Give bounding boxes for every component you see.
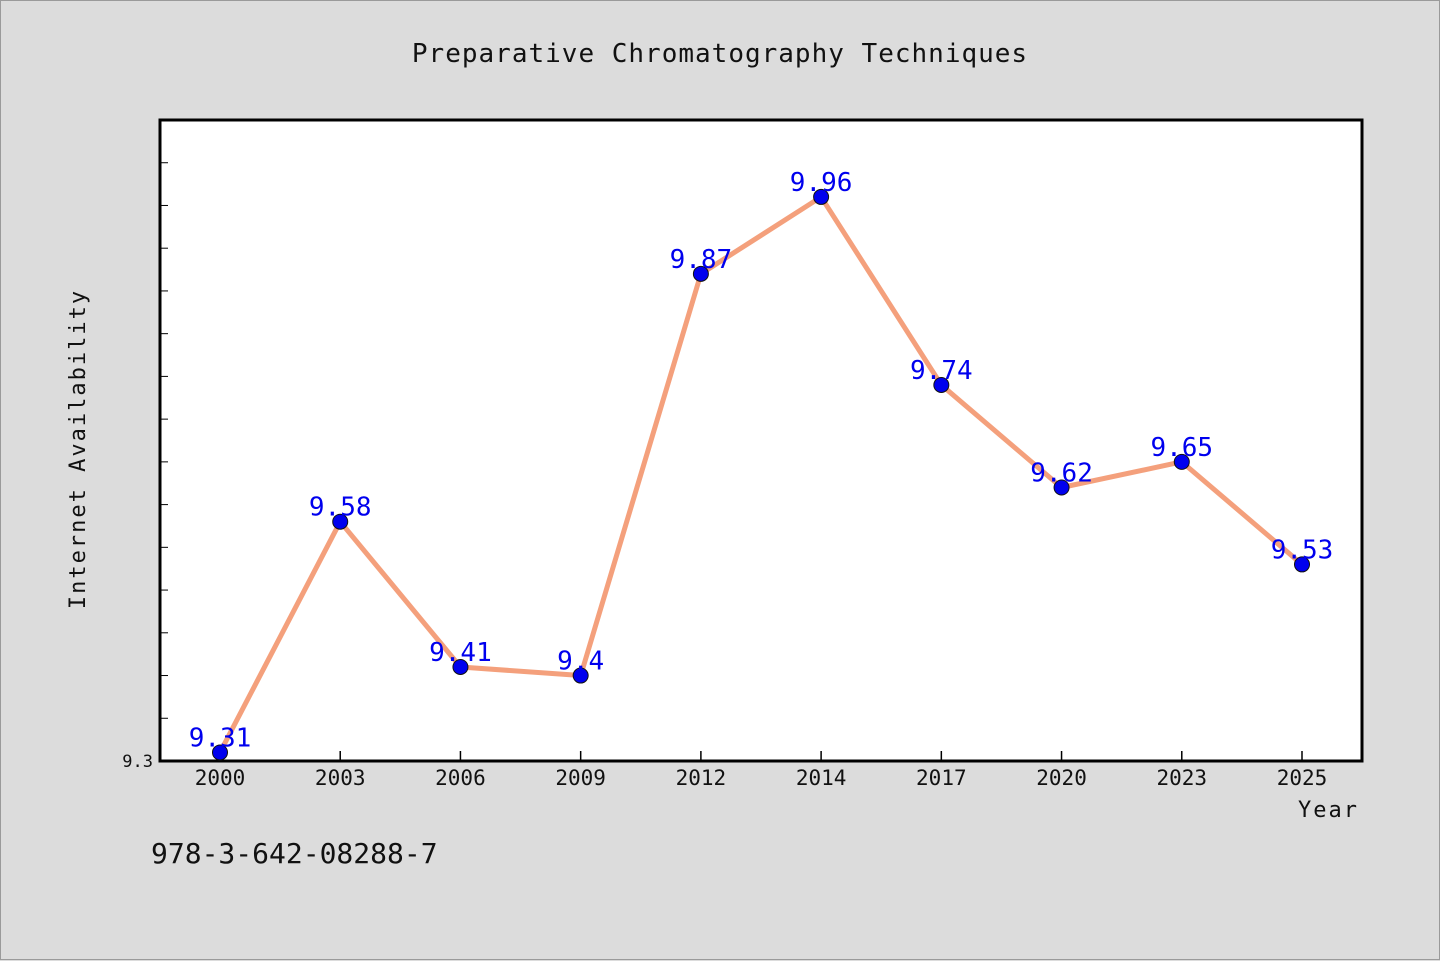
x-tick-label: 2006 (435, 766, 486, 790)
y-axis-label: Internet Availability (66, 289, 91, 609)
plot-area (158, 118, 1364, 763)
series-line (217, 194, 1304, 754)
isbn-footer-text: 978-3-642-08288-7 (151, 837, 438, 870)
data-label: 9.96 (790, 168, 853, 198)
y-axis-minor-ticks (160, 119, 168, 762)
x-axis-tick-labels: 2000 2003 2006 2009 2012 2014 2017 2020 2023 2025 (195, 766, 1328, 790)
data-point (1053, 479, 1070, 496)
data-label: 9.65 (1150, 433, 1213, 463)
x-tick-label: 2014 (796, 766, 847, 790)
data-label: 9.4 (557, 647, 604, 677)
x-axis-label: Year (1298, 798, 1359, 823)
data-labels: 9.31 9.58 9.41 9.4 9.87 9.96 9.74 9.62 9.65 9.53 (189, 168, 1334, 754)
chart-title: Preparative Chromatography Techniques (412, 39, 1028, 69)
x-axis-ticks (219, 751, 1303, 761)
data-label: 9.31 (189, 723, 252, 753)
data-label: 9.74 (910, 356, 973, 386)
x-tick-label: 2000 (195, 766, 246, 790)
x-tick-label: 2023 (1156, 766, 1207, 790)
x-tick-label: 2017 (916, 766, 967, 790)
data-label: 9.53 (1271, 535, 1334, 565)
data-label: 9.58 (309, 493, 372, 523)
y-tick-label: 9.3 (122, 752, 153, 772)
x-tick-label: 2009 (555, 766, 606, 790)
data-label: 9.41 (429, 638, 492, 668)
data-point (212, 744, 228, 761)
data-point (813, 188, 830, 205)
data-point (332, 513, 349, 530)
data-point (933, 376, 950, 393)
x-tick-label: 2003 (315, 766, 366, 790)
data-label: 9.87 (670, 245, 733, 275)
x-tick-label: 2012 (676, 766, 727, 790)
data-point (452, 658, 469, 675)
data-point (692, 265, 709, 282)
data-point (1173, 453, 1190, 470)
data-point (1294, 556, 1310, 573)
series-markers (212, 188, 1310, 761)
data-point (572, 667, 589, 684)
x-tick-label: 2020 (1036, 766, 1087, 790)
x-tick-label: 2025 (1277, 766, 1328, 790)
data-label: 9.62 (1030, 459, 1093, 489)
